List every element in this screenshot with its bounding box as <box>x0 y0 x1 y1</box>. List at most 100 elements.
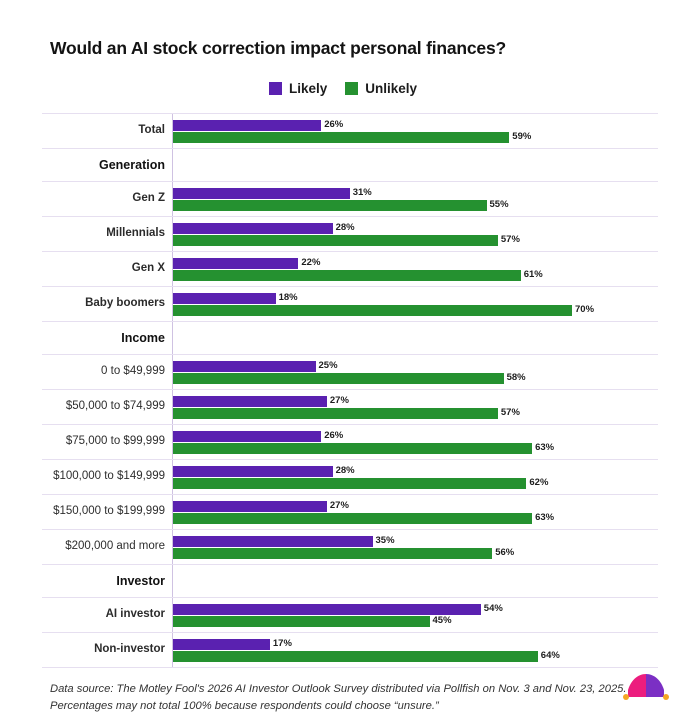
bar-line-unlikely: 70% <box>173 304 658 316</box>
bar-value-label: 28% <box>335 465 355 477</box>
bar-unlikely[interactable] <box>173 615 430 627</box>
section-header-row: Income <box>42 322 658 355</box>
chart-title: Would an AI stock correction impact pers… <box>50 38 506 58</box>
bar-likely[interactable] <box>173 292 276 304</box>
chart-row: Non-investor 17% 64% <box>42 633 658 668</box>
bar-unlikely[interactable] <box>173 304 572 316</box>
bar-line-unlikely: 62% <box>173 477 658 489</box>
row-category-label: $200,000 and more <box>65 540 165 553</box>
bar-unlikely[interactable] <box>173 234 498 246</box>
row-bars: 25% 58% <box>172 355 658 389</box>
bar-line-likely: 28% <box>173 465 658 477</box>
bar-unlikely[interactable] <box>173 372 504 384</box>
bar-value-label: 64% <box>540 650 560 662</box>
row-bars: 31% 55% <box>172 182 658 216</box>
bar-likely[interactable] <box>173 535 373 547</box>
bar-likely[interactable] <box>173 187 350 199</box>
chart-row: Baby boomers 18% 70% <box>42 287 658 322</box>
data-source-note: Data source: The Motley Fool's 2026 AI I… <box>50 683 627 713</box>
row-category-label: $50,000 to $74,999 <box>65 400 165 413</box>
legend-item-likely[interactable]: Likely <box>268 81 328 96</box>
bar-likely[interactable] <box>173 257 299 269</box>
bar-value-label: 58% <box>506 372 526 384</box>
chart-row: Millennials 28% 57% <box>42 217 658 252</box>
bar-line-unlikely: 55% <box>173 199 658 211</box>
bar-value-label: 56% <box>495 547 515 559</box>
chart-row: AI investor 54% 45% <box>42 598 658 633</box>
bar-value-label: 45% <box>432 615 452 627</box>
bar-value-label: 55% <box>489 199 509 211</box>
section-header-label: Income <box>121 330 165 345</box>
chart-legend: Likely Unlikely <box>42 81 644 96</box>
bar-value-label: 61% <box>523 269 543 281</box>
bar-unlikely[interactable] <box>173 199 487 211</box>
bar-likely[interactable] <box>173 638 270 650</box>
bar-likely[interactable] <box>173 222 333 234</box>
chart-row: Gen X 22% 61% <box>42 252 658 287</box>
bar-line-unlikely: 63% <box>173 442 658 454</box>
bar-value-label: 25% <box>318 360 338 372</box>
legend-item-unlikely[interactable]: Unlikely <box>345 81 417 96</box>
row-category-label: $100,000 to $149,999 <box>53 470 165 483</box>
bar-line-likely: 18% <box>173 292 658 304</box>
bar-line-likely: 26% <box>173 430 658 442</box>
chart-row: $150,000 to $199,999 27% 63% <box>42 495 658 530</box>
bar-line-likely: 17% <box>173 638 658 650</box>
bar-value-label: 57% <box>500 407 520 419</box>
bar-likely[interactable] <box>173 119 322 131</box>
bar-value-label: 35% <box>375 535 395 547</box>
bar-likely[interactable] <box>173 603 481 615</box>
section-header-label: Generation <box>99 157 165 172</box>
bar-unlikely[interactable] <box>173 650 538 662</box>
bar-unlikely[interactable] <box>173 269 521 281</box>
bar-line-unlikely: 45% <box>173 615 658 627</box>
chart-row: $75,000 to $99,999 26% 63% <box>42 425 658 460</box>
bar-likely[interactable] <box>173 395 327 407</box>
bar-likely[interactable] <box>173 360 316 372</box>
legend-item-label: Unlikely <box>365 81 418 96</box>
bar-unlikely[interactable] <box>173 477 527 489</box>
chart-row: $100,000 to $149,999 28% 62% <box>42 460 658 495</box>
row-bars: 28% 62% <box>172 460 658 494</box>
row-category-label: Gen X <box>131 262 165 275</box>
bar-likely[interactable] <box>173 500 327 512</box>
bar-line-likely: 54% <box>173 603 658 615</box>
chart-row: Total 26% 59% <box>42 114 658 149</box>
bar-value-label: 26% <box>324 430 344 442</box>
row-category-label: $150,000 to $199,999 <box>53 505 165 518</box>
bar-value-label: 57% <box>500 234 520 246</box>
legend-swatch-icon <box>268 82 282 95</box>
bar-line-unlikely: 63% <box>173 512 658 524</box>
bar-value-label: 26% <box>324 119 344 131</box>
bar-line-likely: 31% <box>173 187 658 199</box>
bar-value-label: 63% <box>535 512 555 524</box>
row-bars <box>172 322 658 354</box>
row-category-label: $75,000 to $99,999 <box>65 435 165 448</box>
chart-row: $50,000 to $74,999 27% 57% <box>42 390 658 425</box>
row-category-label: AI investor <box>105 608 165 621</box>
bar-line-unlikely: 58% <box>173 372 658 384</box>
bar-likely[interactable] <box>173 430 322 442</box>
bar-line-likely: 25% <box>173 360 658 372</box>
legend-item-label: Likely <box>288 81 328 96</box>
bar-likely[interactable] <box>173 465 333 477</box>
section-header-row: Investor <box>42 565 658 598</box>
bar-unlikely[interactable] <box>173 547 493 559</box>
bar-line-unlikely: 57% <box>173 407 658 419</box>
bar-value-label: 18% <box>278 292 298 304</box>
bar-value-label: 59% <box>512 131 532 143</box>
bar-value-label: 31% <box>352 187 372 199</box>
bar-line-unlikely: 57% <box>173 234 658 246</box>
bar-line-likely: 27% <box>173 395 658 407</box>
row-category-label: 0 to $49,999 <box>101 365 165 378</box>
bar-line-unlikely: 61% <box>173 269 658 281</box>
bar-unlikely[interactable] <box>173 407 498 419</box>
bar-unlikely[interactable] <box>173 442 533 454</box>
bar-value-label: 63% <box>535 442 555 454</box>
bar-unlikely[interactable] <box>173 131 510 143</box>
row-bars: 26% 63% <box>172 425 658 459</box>
bar-line-likely: 22% <box>173 257 658 269</box>
bar-unlikely[interactable] <box>173 512 533 524</box>
row-bars: 27% 57% <box>172 390 658 424</box>
